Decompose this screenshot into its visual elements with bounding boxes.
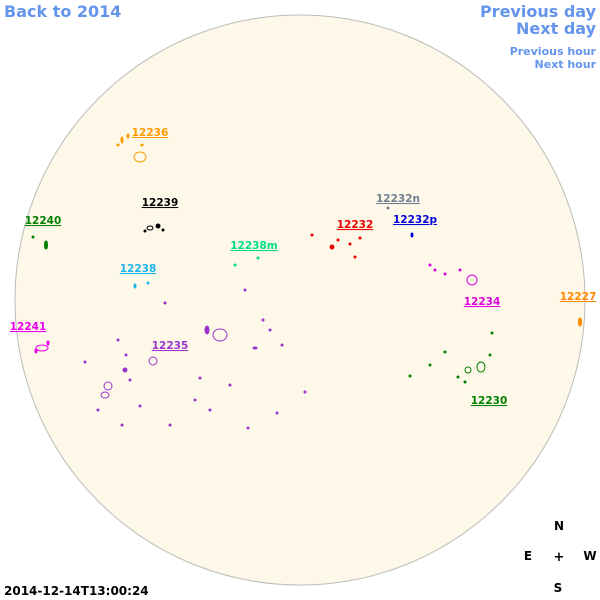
sunspot xyxy=(124,353,128,357)
region-label[interactable]: 12234 xyxy=(464,296,501,308)
sunspot xyxy=(310,233,314,237)
sunspot xyxy=(336,238,340,242)
compass-n: N xyxy=(554,519,564,533)
sunspot xyxy=(358,236,362,240)
sunspot xyxy=(490,331,494,335)
sunspot xyxy=(35,344,49,352)
sunspot xyxy=(464,366,472,374)
sunspot xyxy=(456,375,460,379)
sunspot xyxy=(275,411,279,415)
sunspot xyxy=(204,325,210,335)
sunspot xyxy=(146,281,150,285)
sunspot xyxy=(126,133,130,139)
sunspot xyxy=(34,348,38,354)
sunspot xyxy=(488,353,492,357)
region-label[interactable]: 12232 xyxy=(337,219,374,231)
sunspot xyxy=(256,256,260,260)
region-label[interactable]: 12241 xyxy=(10,321,47,333)
sunspot xyxy=(458,268,462,272)
sunspot xyxy=(44,240,48,250)
sunspot xyxy=(100,391,110,399)
sunspot xyxy=(280,343,284,347)
prev-day-link[interactable]: Previous day xyxy=(479,2,596,21)
sunspot xyxy=(428,363,432,367)
sunspot xyxy=(353,255,357,259)
sunspot xyxy=(386,206,390,210)
region-label[interactable]: 12238m xyxy=(230,240,278,252)
sunspot xyxy=(428,263,432,267)
sunspot xyxy=(83,360,87,364)
sunspot xyxy=(128,378,132,382)
sunspot xyxy=(252,346,258,350)
sunspot xyxy=(146,225,154,231)
sunspot xyxy=(140,143,144,147)
sunspot xyxy=(46,340,50,346)
sunspot xyxy=(233,263,237,267)
region-label[interactable]: 12230 xyxy=(471,395,508,407)
compass-e: E xyxy=(524,549,532,563)
sunspot xyxy=(348,242,352,246)
region-label[interactable]: 12227 xyxy=(560,291,597,303)
regions: 12236 12239 12240 12238m 12238 12241 12235 1223… xyxy=(10,127,597,430)
sunspot xyxy=(243,288,247,292)
sunspot xyxy=(212,328,228,342)
sunspot xyxy=(463,380,467,384)
sunspot xyxy=(116,338,120,342)
sunspot xyxy=(246,426,250,430)
sunspot xyxy=(148,356,158,366)
sunspot xyxy=(161,228,165,232)
timestamp: 2014-12-14T13:00:24 xyxy=(4,584,149,598)
sunspot xyxy=(466,274,478,286)
sunspot xyxy=(163,301,167,305)
region-label[interactable]: 12240 xyxy=(25,215,62,227)
sunspot xyxy=(133,151,147,163)
sunspot xyxy=(168,423,172,427)
solar-disk xyxy=(14,14,586,586)
sunspot xyxy=(303,390,307,394)
sunspot xyxy=(198,376,202,380)
sunspot xyxy=(433,268,437,272)
region-label[interactable]: 12238 xyxy=(120,263,157,275)
region-label[interactable]: 12239 xyxy=(142,197,179,209)
sunspot xyxy=(31,235,35,239)
sunspot xyxy=(96,408,100,412)
sunspot xyxy=(268,328,272,332)
back-link[interactable]: Back to 2014 xyxy=(4,2,122,21)
sunspot xyxy=(410,232,414,238)
sunspot xyxy=(133,283,137,289)
region-label[interactable]: 12235 xyxy=(152,340,189,352)
sunspot xyxy=(443,272,447,276)
sunspot xyxy=(103,381,113,391)
region-label[interactable]: 12232n xyxy=(376,193,420,205)
sunspot xyxy=(120,136,124,144)
compass-s: S xyxy=(554,581,563,595)
compass-w: W xyxy=(583,549,596,563)
region-label[interactable]: 12236 xyxy=(132,127,169,139)
sunspot xyxy=(143,229,147,233)
sunspot xyxy=(443,350,447,354)
sunspot xyxy=(193,398,197,402)
sunspot xyxy=(578,317,582,327)
compass-center: + xyxy=(554,550,565,565)
sunspot xyxy=(329,244,335,250)
prev-hour-link[interactable]: Previous hour xyxy=(509,45,596,58)
sunspot xyxy=(138,404,142,408)
sunspot xyxy=(408,374,412,378)
sunspot xyxy=(228,383,232,387)
region-label[interactable]: 12232p xyxy=(393,214,438,226)
sunspot xyxy=(122,367,128,373)
sunspot xyxy=(261,318,265,322)
next-day-link[interactable]: Next day xyxy=(516,19,596,38)
sunspot xyxy=(116,143,120,147)
next-hour-link[interactable]: Next hour xyxy=(534,58,597,71)
sunspot xyxy=(155,223,161,229)
sunspot xyxy=(120,423,124,427)
sunspot xyxy=(476,361,486,373)
sunspot xyxy=(208,408,212,412)
